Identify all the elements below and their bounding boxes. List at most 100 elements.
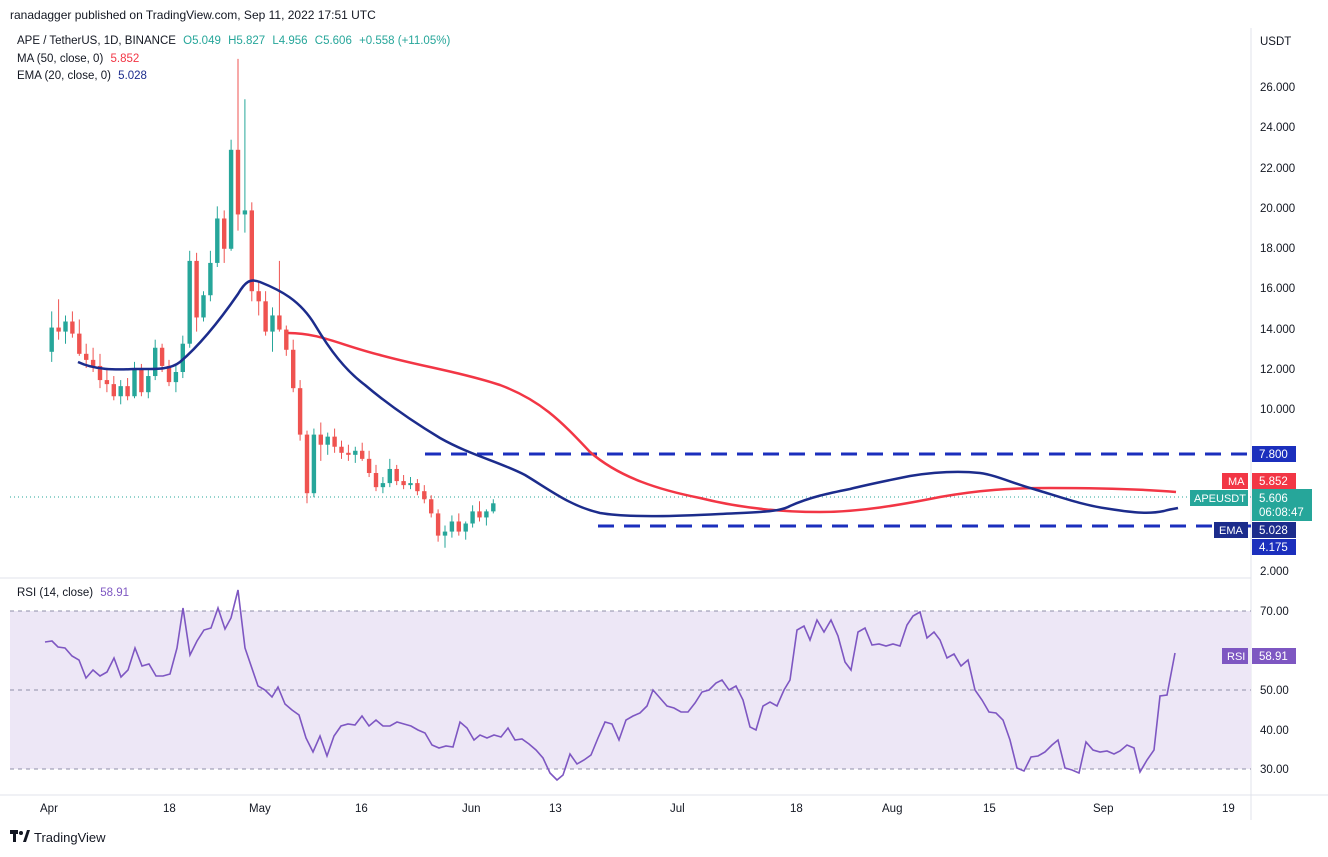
time-axis[interactable]: Apr 18 May 16 Jun 13 Jul 18 Aug 15 Sep 1…	[40, 803, 1235, 815]
ohlc-low: L4.956	[272, 35, 308, 47]
candle-body[interactable]	[366, 458, 372, 473]
ma-legend[interactable]: MA (50, close, 0) 5.852	[17, 53, 143, 65]
candle-body[interactable]	[56, 327, 61, 332]
candle-body[interactable]	[104, 380, 110, 385]
time-tick: 19	[1222, 803, 1235, 815]
candle-body[interactable]	[49, 327, 54, 352]
candle-body[interactable]	[449, 521, 455, 532]
ma-legend-value: 5.852	[110, 53, 140, 65]
candle-body[interactable]	[63, 321, 68, 332]
tradingview-logo[interactable]: TradingView	[10, 830, 106, 845]
candle-body[interactable]	[256, 291, 261, 302]
candle-body[interactable]	[339, 446, 344, 453]
candle-body[interactable]	[132, 367, 137, 397]
price-tick: 24.000	[1260, 122, 1295, 134]
candle-body[interactable]	[77, 333, 82, 354]
candle-body[interactable]	[284, 329, 289, 350]
candle-body[interactable]	[470, 511, 475, 524]
ma50-line[interactable]	[287, 331, 1177, 514]
candle-body[interactable]	[408, 483, 413, 486]
candle-body[interactable]	[311, 434, 317, 494]
candle-body[interactable]	[373, 473, 379, 488]
time-tick: Sep	[1093, 803, 1113, 815]
candle-body[interactable]	[463, 523, 468, 532]
candle-body[interactable]	[318, 434, 323, 445]
candle-body[interactable]	[125, 386, 130, 397]
symbol-badge: APEUSDT	[1194, 493, 1246, 505]
rsi-axis[interactable]: 70.00 50.00 40.00 30.00	[1260, 606, 1289, 776]
candle-body[interactable]	[387, 468, 392, 484]
candle-body[interactable]	[297, 388, 303, 435]
brand-name: TradingView	[34, 830, 106, 845]
rsi-legend[interactable]: RSI (14, close) 58.91	[17, 587, 133, 599]
candle-body[interactable]	[484, 511, 489, 518]
candle-body[interactable]	[208, 262, 213, 296]
candle-body[interactable]	[291, 349, 296, 389]
candle-body[interactable]	[235, 149, 241, 215]
price-tick: 22.000	[1260, 163, 1295, 175]
candle-body[interactable]	[187, 260, 192, 344]
price-tick: 26.000	[1260, 82, 1295, 94]
candle-body[interactable]	[415, 483, 420, 492]
candle-body[interactable]	[346, 452, 351, 455]
candle-body[interactable]	[442, 531, 448, 536]
time-tick: 15	[983, 803, 996, 815]
rsi-line[interactable]	[44, 589, 1176, 782]
candle-body[interactable]	[201, 295, 206, 318]
candle-body[interactable]	[332, 436, 337, 447]
candle-body[interactable]	[270, 315, 275, 332]
candle-body[interactable]	[84, 353, 89, 360]
candle-body[interactable]	[435, 513, 441, 536]
candle-body[interactable]	[242, 210, 248, 215]
candles-group	[49, 58, 496, 548]
candle-body[interactable]	[146, 376, 151, 393]
price-tick: 14.000	[1260, 324, 1295, 336]
candle-body[interactable]	[194, 260, 199, 318]
ema-badge: EMA	[1219, 525, 1244, 537]
ohlc-close: C5.606	[314, 35, 352, 47]
tradingview-icon	[10, 830, 30, 845]
candle-body[interactable]	[153, 347, 158, 377]
candle-body[interactable]	[180, 343, 185, 372]
candle-body[interactable]	[277, 315, 282, 330]
candle-body[interactable]	[166, 365, 172, 383]
candle-body[interactable]	[304, 434, 310, 494]
candle-body[interactable]	[90, 359, 96, 366]
candle-body[interactable]	[159, 347, 165, 366]
candle-body[interactable]	[222, 218, 227, 249]
ohlc-open: O5.049	[183, 35, 221, 47]
ema20-line[interactable]	[77, 279, 1179, 518]
candle-body[interactable]	[228, 149, 234, 249]
level-tag-bg-lower	[1252, 539, 1296, 555]
symbol-badge-bg	[1190, 490, 1248, 506]
candle-body[interactable]	[263, 301, 268, 332]
candle-body[interactable]	[215, 218, 220, 263]
candle-body[interactable]	[249, 210, 254, 292]
publisher-line: ranadagger published on TradingView.com,…	[10, 8, 376, 22]
candle-body[interactable]	[139, 367, 144, 393]
candle-body[interactable]	[401, 481, 406, 486]
symbol-legend[interactable]: APE / TetherUS, 1D, BINANCE O5.049 H5.82…	[17, 35, 454, 47]
candle-body[interactable]	[360, 450, 365, 459]
candle-body[interactable]	[429, 499, 434, 514]
price-axis[interactable]: USDT 26.000 24.000 22.000 20.000 18.000 …	[1260, 36, 1295, 578]
candle-body[interactable]	[111, 384, 116, 397]
ema-legend[interactable]: EMA (20, close, 0) 5.028	[17, 70, 151, 82]
level-tag-upper: 7.800	[1259, 449, 1288, 461]
candle-body[interactable]	[477, 511, 482, 518]
rsi-tick: 40.00	[1260, 725, 1289, 737]
candle-body[interactable]	[70, 321, 75, 334]
candle-body[interactable]	[422, 491, 427, 500]
time-tick: 16	[355, 803, 368, 815]
candle-body[interactable]	[394, 468, 399, 482]
candle-body[interactable]	[456, 521, 461, 532]
candle-body[interactable]	[353, 450, 358, 455]
candle-body[interactable]	[380, 483, 386, 488]
candle-body[interactable]	[118, 386, 123, 397]
ma-legend-label: MA (50, close, 0)	[17, 53, 104, 65]
candle-body[interactable]	[173, 372, 179, 383]
candle-body[interactable]	[97, 365, 103, 381]
candle-body[interactable]	[491, 503, 496, 512]
candle-body[interactable]	[325, 436, 330, 445]
